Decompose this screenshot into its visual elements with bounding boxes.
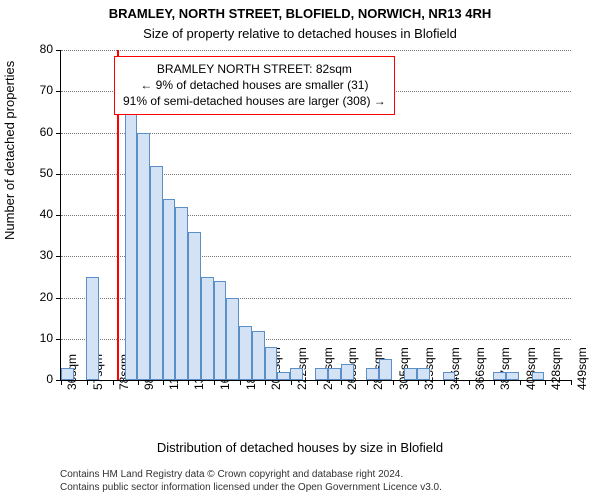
histogram-bar bbox=[404, 368, 417, 380]
ytick-label: 80 bbox=[13, 42, 53, 56]
histogram-bar bbox=[417, 368, 430, 380]
histogram-bar bbox=[201, 277, 214, 380]
xtick-mark bbox=[138, 380, 139, 385]
xtick-mark bbox=[444, 380, 445, 385]
ytick-label: 40 bbox=[13, 207, 53, 221]
xtick-mark bbox=[418, 380, 419, 385]
xtick-label: 428sqm bbox=[549, 347, 563, 390]
xtick-mark bbox=[520, 380, 521, 385]
xtick-mark bbox=[469, 380, 470, 385]
histogram-bar bbox=[188, 232, 201, 381]
xtick-mark bbox=[393, 380, 394, 385]
xtick-mark bbox=[317, 380, 318, 385]
footer-line2: Contains public sector information licen… bbox=[60, 481, 442, 494]
xtick-mark bbox=[87, 380, 88, 385]
xtick-mark bbox=[341, 380, 342, 385]
xtick-label: 408sqm bbox=[524, 347, 538, 390]
histogram-bar bbox=[252, 331, 265, 381]
histogram-bar bbox=[137, 133, 150, 381]
histogram-bar bbox=[226, 298, 239, 381]
annotation-line1: BRAMLEY NORTH STREET: 82sqm bbox=[123, 61, 386, 77]
histogram-bar bbox=[493, 372, 506, 380]
xtick-mark bbox=[113, 380, 114, 385]
ytick-label: 30 bbox=[13, 248, 53, 262]
annotation-box: BRAMLEY NORTH STREET: 82sqm← 9% of detac… bbox=[114, 56, 395, 115]
ytick-mark bbox=[56, 133, 61, 134]
xtick-mark bbox=[265, 380, 266, 385]
grid-line bbox=[61, 50, 571, 52]
xtick-mark bbox=[214, 380, 215, 385]
chart-title: BRAMLEY, NORTH STREET, BLOFIELD, NORWICH… bbox=[0, 6, 600, 21]
footer-attribution: Contains HM Land Registry data © Crown c… bbox=[60, 468, 442, 494]
histogram-bar bbox=[315, 368, 328, 380]
histogram-bar bbox=[265, 347, 278, 380]
histogram-bar bbox=[341, 364, 354, 381]
xtick-mark bbox=[291, 380, 292, 385]
histogram-bar bbox=[379, 359, 392, 380]
ytick-mark bbox=[56, 256, 61, 257]
ytick-label: 50 bbox=[13, 166, 53, 180]
xtick-mark bbox=[240, 380, 241, 385]
histogram-bar bbox=[61, 368, 74, 380]
histogram-bar bbox=[328, 368, 341, 380]
ytick-label: 10 bbox=[13, 331, 53, 345]
xtick-label: 346sqm bbox=[448, 347, 462, 390]
footer-line1: Contains HM Land Registry data © Crown c… bbox=[60, 468, 442, 481]
histogram-bar bbox=[366, 368, 379, 380]
histogram-bar bbox=[532, 372, 545, 380]
xtick-mark bbox=[571, 380, 572, 385]
x-axis-label: Distribution of detached houses by size … bbox=[0, 440, 600, 455]
histogram-bar bbox=[214, 281, 227, 380]
xtick-mark bbox=[545, 380, 546, 385]
histogram-bar bbox=[277, 372, 290, 380]
xtick-mark bbox=[163, 380, 164, 385]
xtick-mark bbox=[494, 380, 495, 385]
xtick-label: 449sqm bbox=[575, 347, 589, 390]
ytick-mark bbox=[56, 298, 61, 299]
ytick-label: 0 bbox=[13, 372, 53, 386]
xtick-label: 366sqm bbox=[473, 347, 487, 390]
xtick-mark bbox=[188, 380, 189, 385]
histogram-bar bbox=[125, 104, 138, 380]
ytick-mark bbox=[56, 174, 61, 175]
xtick-mark bbox=[61, 380, 62, 385]
histogram-bar bbox=[163, 199, 176, 381]
histogram-bar bbox=[506, 372, 519, 380]
histogram-bar bbox=[175, 207, 188, 380]
histogram-bar bbox=[290, 368, 303, 380]
ytick-label: 70 bbox=[13, 83, 53, 97]
plot-area: 0102030405060708036sqm57sqm78sqm98sqm119… bbox=[60, 50, 571, 381]
ytick-mark bbox=[56, 215, 61, 216]
histogram-bar bbox=[150, 166, 163, 381]
xtick-mark bbox=[367, 380, 368, 385]
histogram-bar bbox=[239, 326, 252, 380]
histogram-bar bbox=[443, 372, 456, 380]
histogram-bar bbox=[86, 277, 99, 380]
ytick-label: 60 bbox=[13, 125, 53, 139]
ytick-mark bbox=[56, 339, 61, 340]
ytick-mark bbox=[56, 91, 61, 92]
xtick-label: 387sqm bbox=[498, 347, 512, 390]
chart-subtitle: Size of property relative to detached ho… bbox=[0, 26, 600, 41]
ytick-label: 20 bbox=[13, 290, 53, 304]
ytick-mark bbox=[56, 50, 61, 51]
annotation-line3: 91% of semi-detached houses are larger (… bbox=[123, 93, 386, 109]
annotation-line2: ← 9% of detached houses are smaller (31) bbox=[123, 77, 386, 93]
